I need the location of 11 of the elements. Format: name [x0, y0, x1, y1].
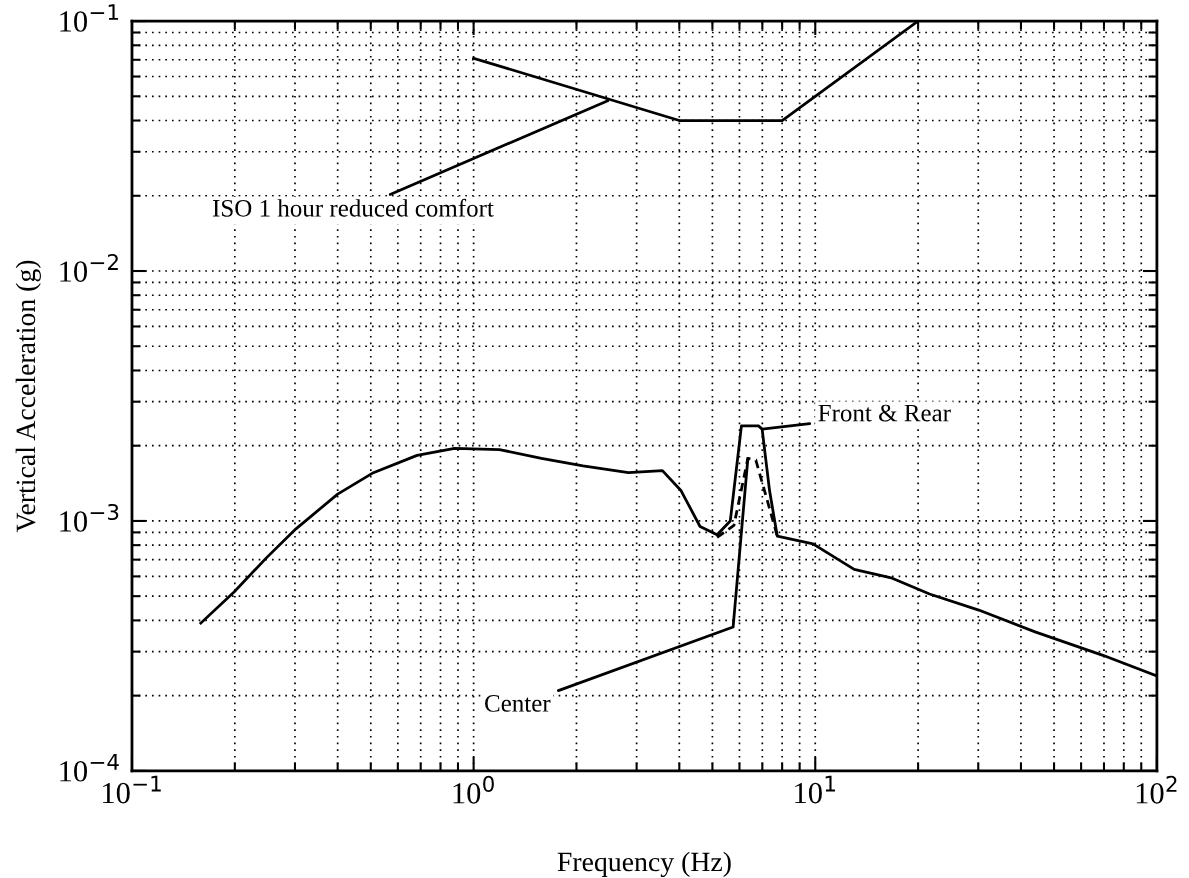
- x-tick-label: 10$^{0}$: [453, 775, 494, 804]
- annotation: Front & Rear: [818, 404, 951, 422]
- annotation: Center: [485, 695, 551, 712]
- x-tick-label: 10$^{2}$: [1136, 775, 1177, 804]
- x-axis-title: Frequency (Hz): [557, 851, 731, 878]
- y-tick-label: 10$^{−1}$: [60, 4, 119, 32]
- annotation: ISO 1 hour reduced comfort: [212, 198, 494, 217]
- y-tick-label: 10$^{−2}$: [60, 254, 118, 282]
- x-tick-label: 10$^{1}$: [795, 775, 835, 804]
- y-tick-label: 10$^{−3}$: [60, 503, 119, 532]
- y-axis-title: Vertical Acceleration (g): [15, 260, 41, 533]
